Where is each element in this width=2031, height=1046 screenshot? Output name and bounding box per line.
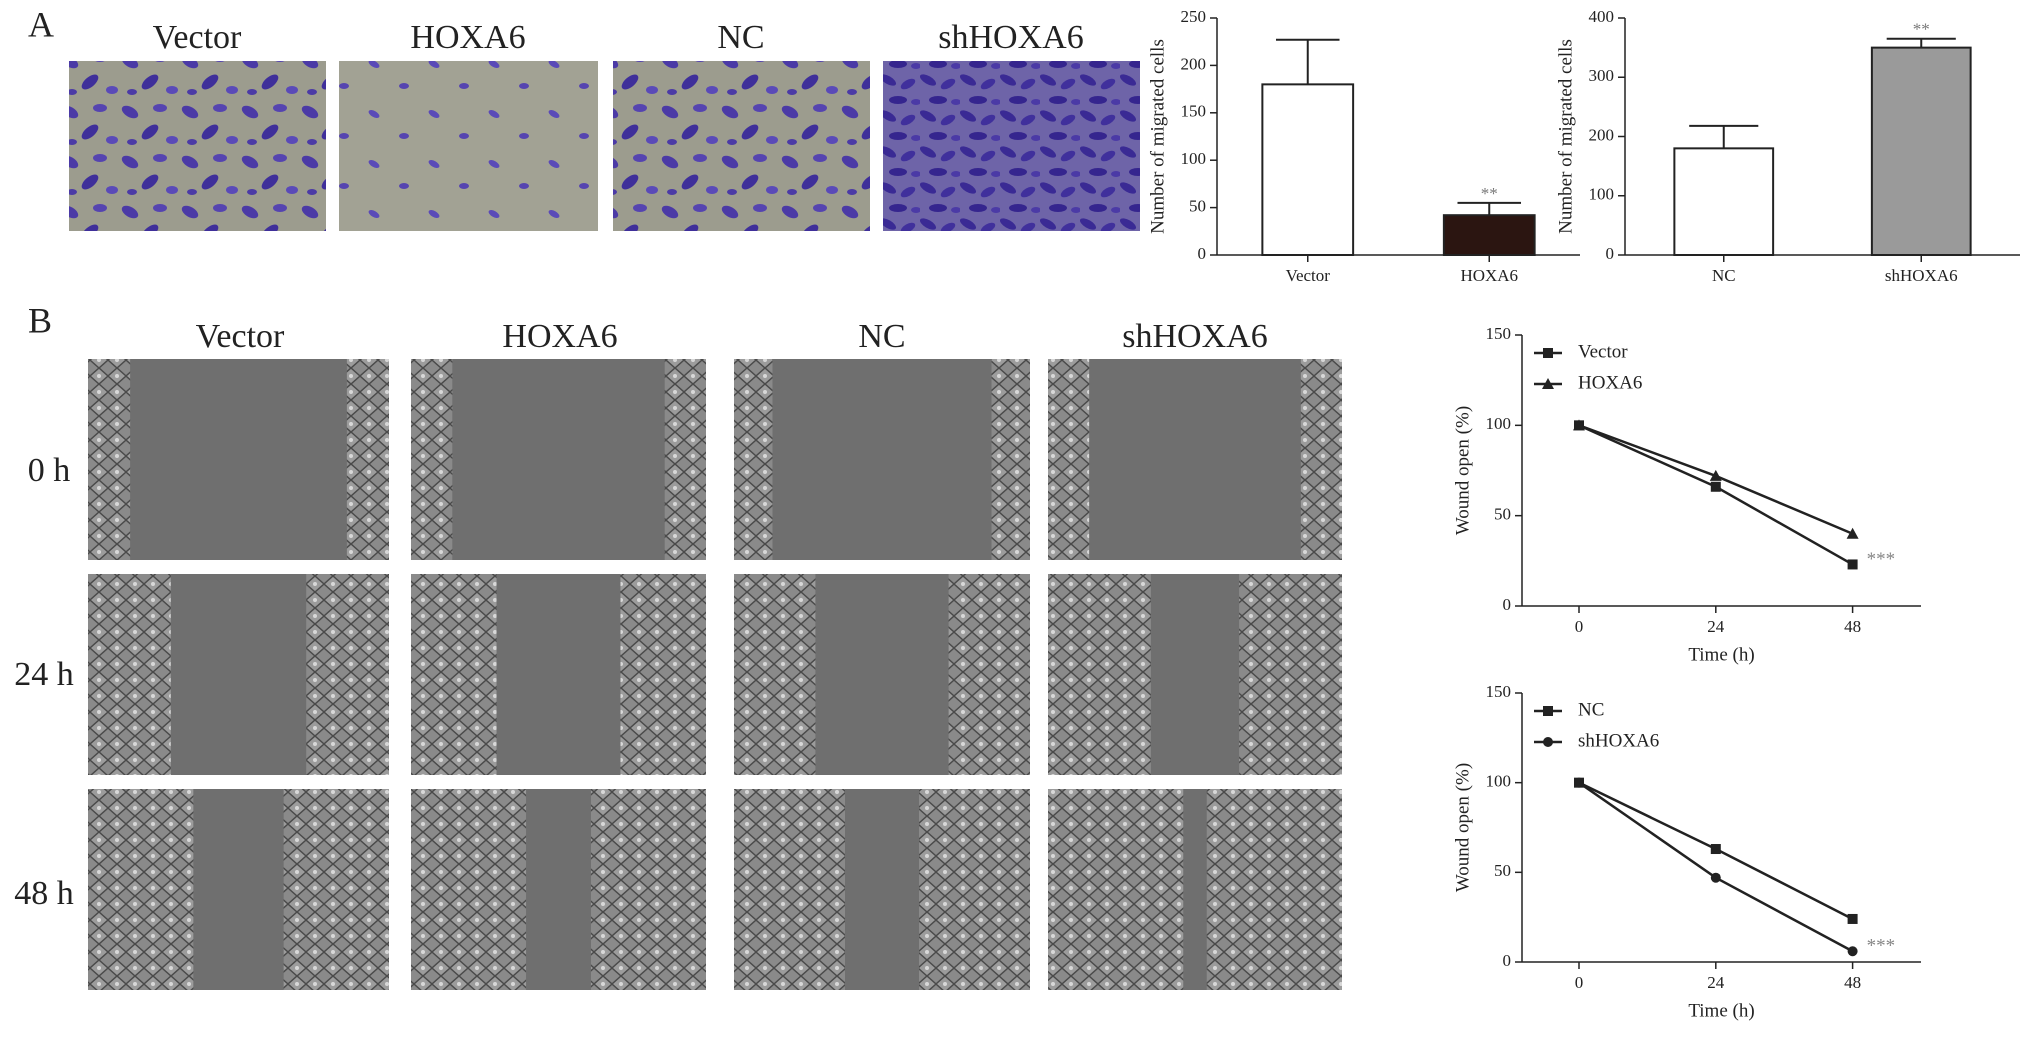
y-tick-label: 400 (1589, 7, 1615, 26)
image-label: shHOXA6 (938, 19, 1083, 56)
bar (1261, 83, 1355, 256)
marker (1543, 706, 1553, 716)
wound-gap (452, 359, 665, 560)
legend-label: NC (1578, 699, 1604, 720)
image-label: NC (858, 318, 905, 355)
line (1578, 424, 1854, 566)
y-tick-label: 50 (1494, 861, 1511, 880)
wound-gap (815, 574, 949, 775)
x-tick-label: HOXA6 (1460, 266, 1518, 285)
y-tick-label: 200 (1181, 54, 1207, 73)
marker (1847, 559, 1858, 570)
y-tick-label: 50 (1494, 505, 1511, 524)
y-axis-title: Number of migrated cells (1147, 39, 1168, 234)
wound-gap (845, 789, 919, 990)
wound-gap (1150, 574, 1240, 775)
panel-label: A (28, 4, 54, 44)
marker (1710, 481, 1721, 492)
image-label: HOXA6 (410, 19, 525, 56)
marker (1709, 469, 1722, 481)
wound-gap (170, 574, 307, 775)
wound-gap (526, 789, 591, 990)
marker (1710, 872, 1721, 883)
panel-label: B (28, 300, 52, 340)
wound-gap (1183, 789, 1207, 990)
micrograph (883, 61, 1140, 231)
y-tick-label: 100 (1181, 149, 1207, 168)
image-label: shHOXA6 (1122, 318, 1267, 355)
y-tick-label: 250 (1181, 7, 1207, 26)
x-tick-label: 0 (1575, 617, 1584, 636)
marker (1574, 777, 1584, 788)
wound-gap (772, 359, 992, 560)
wound-gap (1089, 359, 1301, 560)
x-axis-title: Time (h) (1688, 1000, 1754, 1021)
x-tick-label: 0 (1575, 973, 1584, 992)
x-tick-label: Vector (1286, 266, 1331, 285)
y-tick-label: 100 (1589, 185, 1615, 204)
marker (1846, 527, 1859, 539)
legend-label: Vector (1578, 341, 1628, 362)
legend-label: shHOXA6 (1578, 730, 1659, 751)
y-tick-label: 100 (1486, 772, 1512, 791)
image-label: HOXA6 (502, 318, 617, 355)
image-label: Vector (196, 318, 285, 355)
x-tick-label: 24 (1707, 973, 1725, 992)
y-tick-label: 150 (1181, 102, 1207, 121)
x-axis-title: Time (h) (1688, 644, 1754, 665)
x-tick-label: NC (1712, 266, 1736, 285)
x-tick-label: shHOXA6 (1885, 266, 1958, 285)
y-axis-title: Wound open (%) (1452, 406, 1473, 535)
y-tick-label: 150 (1486, 324, 1512, 343)
x-tick-label: 48 (1844, 973, 1861, 992)
marker (1847, 913, 1858, 924)
row-label: 24 h (14, 656, 74, 693)
significance: *** (1867, 549, 1896, 570)
transwell-images (69, 61, 1140, 231)
micrograph (69, 61, 326, 231)
marker (1543, 737, 1553, 747)
row-label: 0 h (28, 452, 71, 489)
micrograph (613, 61, 870, 231)
y-tick-label: 100 (1486, 414, 1512, 433)
bar (1442, 214, 1536, 257)
wound-gap (130, 359, 347, 560)
bar (1673, 147, 1775, 257)
significance: ** (1481, 184, 1498, 203)
image-label: NC (717, 19, 764, 56)
x-tick-label: 48 (1844, 617, 1861, 636)
y-tick-label: 150 (1486, 682, 1512, 701)
bar (1870, 46, 1972, 256)
y-tick-label: 300 (1589, 66, 1615, 85)
y-axis-title: Number of migrated cells (1555, 39, 1576, 234)
marker (1573, 419, 1585, 431)
wound-gap (193, 789, 284, 990)
marker (1847, 946, 1858, 957)
y-tick-label: 0 (1503, 951, 1512, 970)
y-tick-label: 200 (1589, 125, 1615, 144)
marker (1710, 844, 1721, 855)
x-tick-label: 24 (1707, 617, 1725, 636)
wound-gap (496, 574, 621, 775)
line (1578, 781, 1854, 953)
row-label: 48 h (14, 875, 74, 912)
significance: *** (1867, 936, 1896, 957)
image-label: Vector (153, 19, 242, 56)
y-axis-title: Wound open (%) (1452, 763, 1473, 892)
y-tick-label: 50 (1189, 197, 1206, 216)
y-tick-label: 0 (1503, 595, 1512, 614)
y-tick-label: 0 (1606, 244, 1615, 263)
wound-images (88, 359, 1342, 990)
legend-label: HOXA6 (1578, 372, 1642, 393)
y-tick-label: 0 (1198, 244, 1207, 263)
micrograph (339, 61, 598, 231)
significance: ** (1913, 20, 1930, 39)
marker (1543, 348, 1553, 358)
marker (1542, 378, 1554, 389)
